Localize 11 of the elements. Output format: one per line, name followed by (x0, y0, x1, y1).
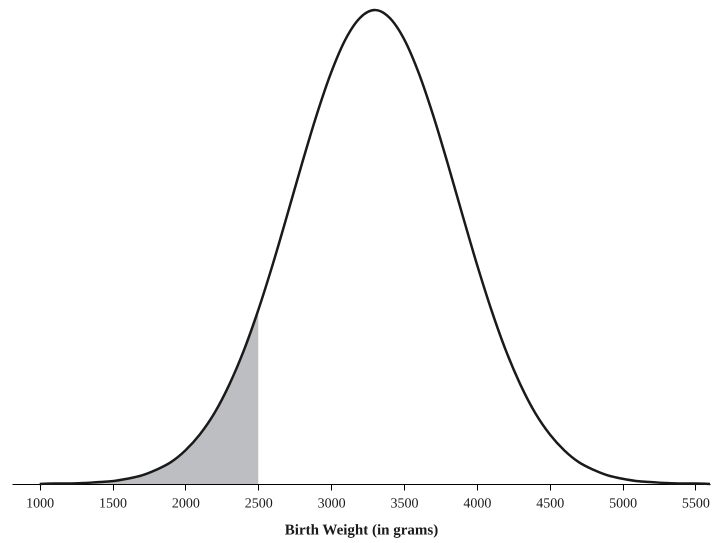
x-tick-label: 4500 (536, 496, 564, 512)
x-tick-label: 2000 (172, 496, 200, 512)
x-tick-label: 5500 (682, 496, 710, 512)
x-tick-label: 4000 (463, 496, 492, 512)
x-tick-label: 3000 (318, 496, 346, 512)
x-tick-label: 1000 (26, 496, 54, 512)
x-axis-title: Birth Weight (in grams) (284, 522, 438, 538)
x-tick-label: 1500 (99, 496, 128, 512)
x-tick-label: 5000 (609, 496, 638, 512)
x-tick-label: 3500 (390, 496, 418, 512)
x-tick-label: 2500 (244, 496, 273, 512)
